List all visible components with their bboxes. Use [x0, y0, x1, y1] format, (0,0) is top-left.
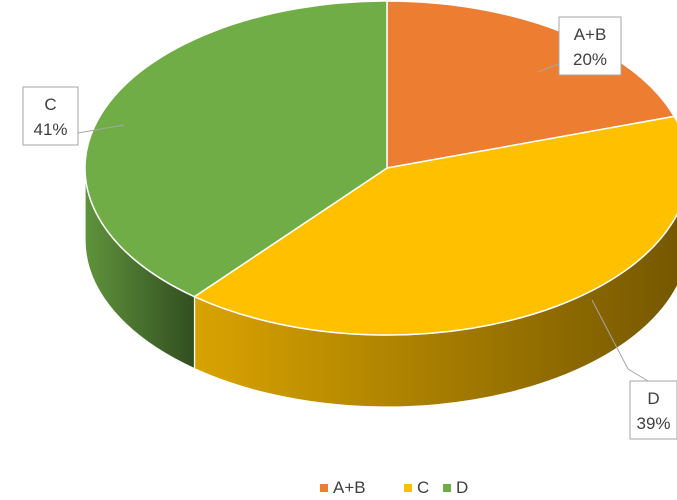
slice-c [193, 115, 677, 336]
data-label-box-d [629, 380, 677, 440]
legend-swatch-c [404, 484, 412, 492]
leader-line-d [591, 299, 649, 382]
data-labels: A+B 20% C 41% D 39% [22, 16, 677, 440]
legend-label-a-b: A+B [333, 478, 366, 497]
leader-lines [77, 63, 649, 382]
data-label-percent-a-b: 20% [573, 50, 607, 69]
data-label-category-a-b: A+B [574, 25, 607, 44]
legend-label-c: C [417, 478, 429, 497]
leader-line-c [77, 124, 125, 134]
pie-tops [84, 0, 677, 336]
data-label-category-c: C [44, 95, 56, 114]
legend-swatch-a-b [320, 484, 328, 492]
data-label-percent-c: 41% [33, 120, 67, 139]
leader-line-a-b [537, 63, 560, 73]
legend-label-d: D [456, 478, 468, 497]
slice-d [84, 0, 388, 298]
data-label-percent-d: 39% [636, 414, 670, 433]
legend: A+B C D [320, 478, 468, 497]
legend-swatch-d [443, 484, 451, 492]
data-label-box-a-b [558, 16, 622, 76]
data-label-category-d: D [647, 389, 659, 408]
data-label-box-c [22, 86, 79, 146]
